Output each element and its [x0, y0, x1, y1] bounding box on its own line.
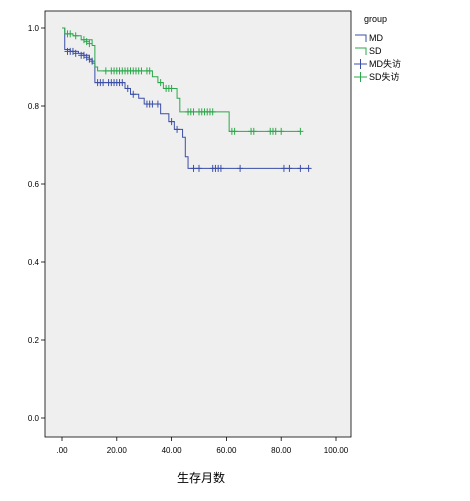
censor-mark-md — [100, 79, 107, 87]
plot-area — [44, 10, 352, 438]
axes-layer: .00 20.00 40.00 60.00 80.00 100.00 0.0 0.2 0.4 0.… — [28, 24, 349, 455]
x-tick-label: 80.00 — [271, 446, 292, 455]
censor-mark-md — [130, 90, 137, 98]
censor-mark-md — [124, 84, 131, 92]
x-tick-label: 100.00 — [324, 446, 349, 455]
legend-title: group — [364, 14, 387, 24]
censor-mark-md — [174, 125, 181, 133]
y-tick-label: 1.0 — [28, 24, 40, 33]
censor-mark-sd — [72, 32, 79, 40]
censor-mark-md — [72, 49, 79, 57]
x-tick-label: .00 — [56, 446, 68, 455]
legend-label: MD失访 — [369, 58, 401, 69]
censor-mark-sd — [297, 127, 304, 135]
censor-mark-md — [237, 164, 244, 172]
censor-mark-sd — [209, 108, 216, 116]
censor-mark-sd — [272, 127, 279, 135]
censor-mark-md — [119, 79, 126, 87]
x-tick-label: 60.00 — [216, 446, 237, 455]
censor-mark-md — [190, 164, 197, 172]
censor-mark-sd — [231, 127, 238, 135]
legend: group MD SD MD失访 SD失访 — [354, 14, 401, 82]
legend-label: SD失访 — [369, 71, 400, 82]
legend-entry: MD失访 — [354, 58, 401, 69]
censor-mark-md — [168, 118, 175, 126]
censor-mark-sd — [67, 30, 74, 38]
legend-label: SD — [369, 46, 382, 56]
censor-mark-md — [196, 164, 202, 172]
censor-mark-md — [297, 164, 304, 172]
censor-mark-sd — [146, 67, 153, 75]
censor-mark-md — [149, 100, 156, 108]
censor-mark-sd — [278, 127, 285, 135]
x-tick-label: 20.00 — [107, 446, 128, 455]
legend-label: MD — [369, 33, 383, 43]
x-axis-title: 生存月数 — [177, 470, 225, 485]
censor-mark-sd — [86, 40, 93, 48]
censor-mark-sd — [138, 67, 145, 75]
curves-layer — [62, 27, 312, 172]
censor-mark-sd — [250, 127, 257, 135]
censor-mark-sd — [190, 108, 197, 116]
y-tick-label: 0.8 — [28, 102, 40, 111]
y-tick-label: 0.0 — [28, 414, 40, 423]
legend-entry: SD失访 — [354, 71, 400, 82]
censor-mark-md — [154, 100, 161, 108]
y-tick-label: 0.6 — [28, 180, 40, 189]
censor-mark-sd — [102, 67, 109, 75]
y-tick-label: 0.2 — [28, 336, 40, 345]
x-tick-label: 40.00 — [162, 446, 183, 455]
censor-mark-md — [217, 164, 224, 172]
censor-mark-md — [89, 57, 96, 65]
censor-mark-md — [305, 164, 312, 172]
censor-mark-sd — [157, 79, 164, 87]
legend-entry: SD — [355, 46, 382, 56]
censor-mark-sd — [168, 84, 175, 92]
legend-entry: MD — [355, 33, 383, 43]
y-tick-label: 0.4 — [28, 258, 40, 267]
censor-mark-md — [280, 164, 287, 172]
censor-mark-md — [286, 164, 293, 172]
